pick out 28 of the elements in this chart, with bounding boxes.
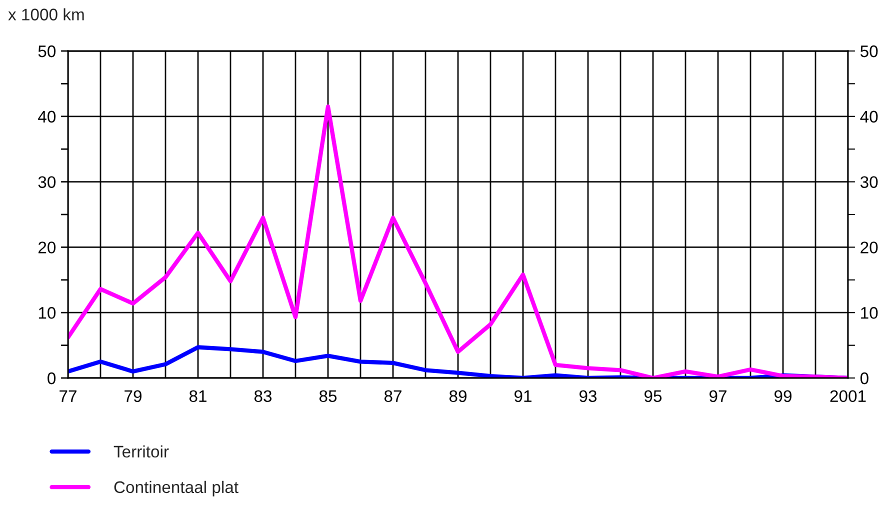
y-tick-label: 20 — [38, 242, 56, 254]
y2-tick-label: 20 — [860, 242, 878, 254]
x-tick-label: 77 — [60, 390, 76, 402]
x-tick-label: 93 — [580, 390, 597, 402]
y-axis-title: x 1000 km — [8, 8, 84, 20]
y-tick-label: 40 — [38, 110, 56, 123]
x-tick-label: 91 — [514, 390, 532, 402]
x-tick-label: 95 — [644, 390, 662, 402]
y-tick-label: 50 — [38, 45, 56, 58]
x-tick-label: 2001 — [830, 390, 866, 402]
y2-tick-label: 0 — [860, 372, 868, 384]
legend-label: Territoir — [114, 445, 169, 458]
x-tick-label: 79 — [124, 390, 142, 402]
y-tick-label: 30 — [38, 176, 56, 188]
y-tick-label: 0 — [48, 372, 56, 384]
y2-tick-label: 10 — [861, 307, 878, 319]
y2-tick-label: 50 — [860, 45, 878, 58]
y2-tick-label: 40 — [860, 110, 878, 123]
x-tick-label: 87 — [384, 390, 402, 402]
y2-tick-label: 30 — [860, 176, 878, 188]
x-tick-label: 97 — [710, 390, 726, 402]
x-tick-label: 85 — [319, 390, 337, 402]
x-tick-label: 89 — [449, 390, 466, 402]
y-tick-label: 10 — [38, 307, 56, 319]
x-tick-label: 83 — [254, 390, 272, 402]
legend-label: Continentaal plat — [114, 480, 238, 496]
x-tick-label: 81 — [189, 390, 206, 402]
x-tick-label: 99 — [774, 390, 792, 402]
